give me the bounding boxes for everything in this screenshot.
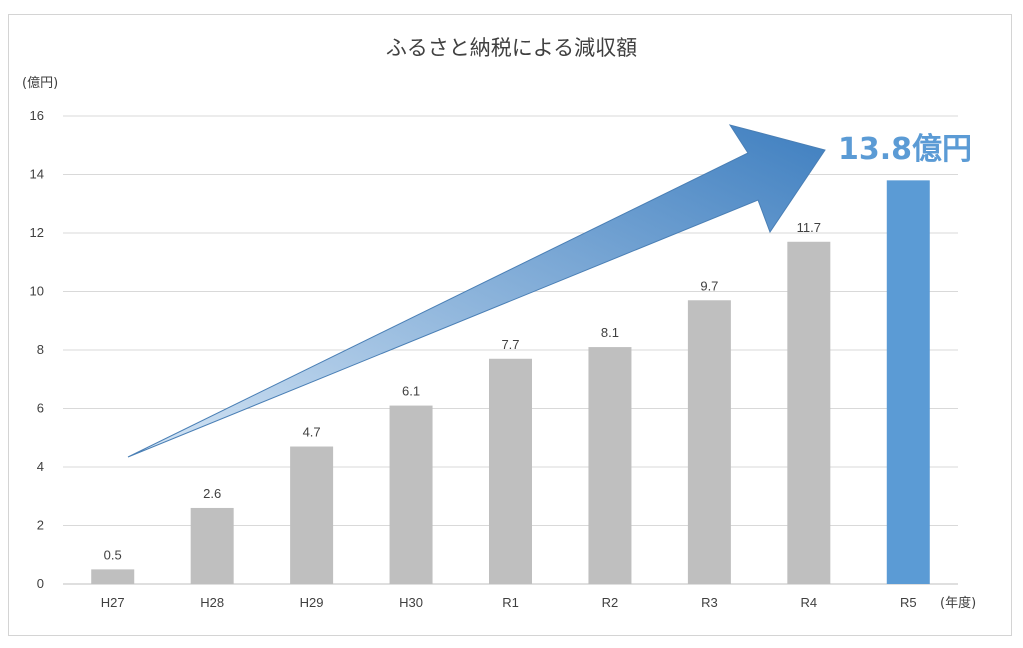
y-tick-label: 10 — [30, 284, 44, 299]
y-tick-label: 2 — [37, 518, 44, 533]
x-axis-unit-label: (年度) — [940, 596, 977, 611]
y-tick-labels: 0 2 4 6 8 10 12 14 16 — [30, 108, 44, 591]
y-tick-label: 14 — [30, 167, 44, 182]
bar-h30 — [389, 405, 433, 584]
y-tick-label: 12 — [30, 225, 44, 240]
bar-r3 — [687, 300, 731, 584]
bar-h28 — [190, 507, 234, 584]
trend-arrow — [127, 124, 826, 458]
bar-h27 — [91, 569, 135, 584]
data-label-r2: 8.1 — [601, 325, 619, 340]
x-tick-label-h27: H27 — [101, 595, 125, 610]
data-label-r3: 9.7 — [700, 278, 718, 293]
y-tick-label: 8 — [37, 342, 44, 357]
y-tick-label: 0 — [37, 576, 44, 591]
data-labels: 0.5 2.6 4.7 6.1 7.7 8.1 9.7 11.7 — [104, 220, 821, 563]
bar-r4 — [787, 241, 831, 584]
y-tick-label: 6 — [37, 401, 44, 416]
highlight-callout: 13.8億円 — [838, 132, 973, 167]
data-label-h30: 6.1 — [402, 384, 420, 399]
x-tick-label-h29: H29 — [300, 595, 324, 610]
data-label-r4: 11.7 — [797, 220, 821, 235]
bar-r5 — [886, 180, 930, 584]
y-tick-label: 4 — [37, 459, 44, 474]
bar-h29 — [290, 446, 334, 584]
x-tick-label-r5: R5 — [900, 595, 917, 610]
x-tick-label-h28: H28 — [200, 595, 224, 610]
x-tick-label-r2: R2 — [602, 595, 619, 610]
bars — [91, 180, 930, 584]
x-tick-labels: H27 H28 H29 H30 R1 R2 R3 R4 R5 — [101, 595, 917, 610]
y-axis-unit-label: (億円) — [22, 76, 59, 91]
y-tick-label: 16 — [30, 108, 44, 123]
data-label-h28: 2.6 — [203, 486, 221, 501]
x-tick-label-h30: H30 — [399, 595, 423, 610]
x-tick-label-r1: R1 — [502, 595, 519, 610]
data-label-r1: 7.7 — [501, 337, 519, 352]
data-label-h27: 0.5 — [104, 547, 122, 562]
x-tick-label-r4: R4 — [801, 595, 818, 610]
data-label-h29: 4.7 — [303, 425, 321, 440]
chart-title: ふるさと納税による減収額 — [385, 36, 638, 60]
bar-r1 — [489, 358, 532, 584]
bar-r2 — [588, 347, 632, 584]
x-tick-label-r3: R3 — [701, 595, 718, 610]
